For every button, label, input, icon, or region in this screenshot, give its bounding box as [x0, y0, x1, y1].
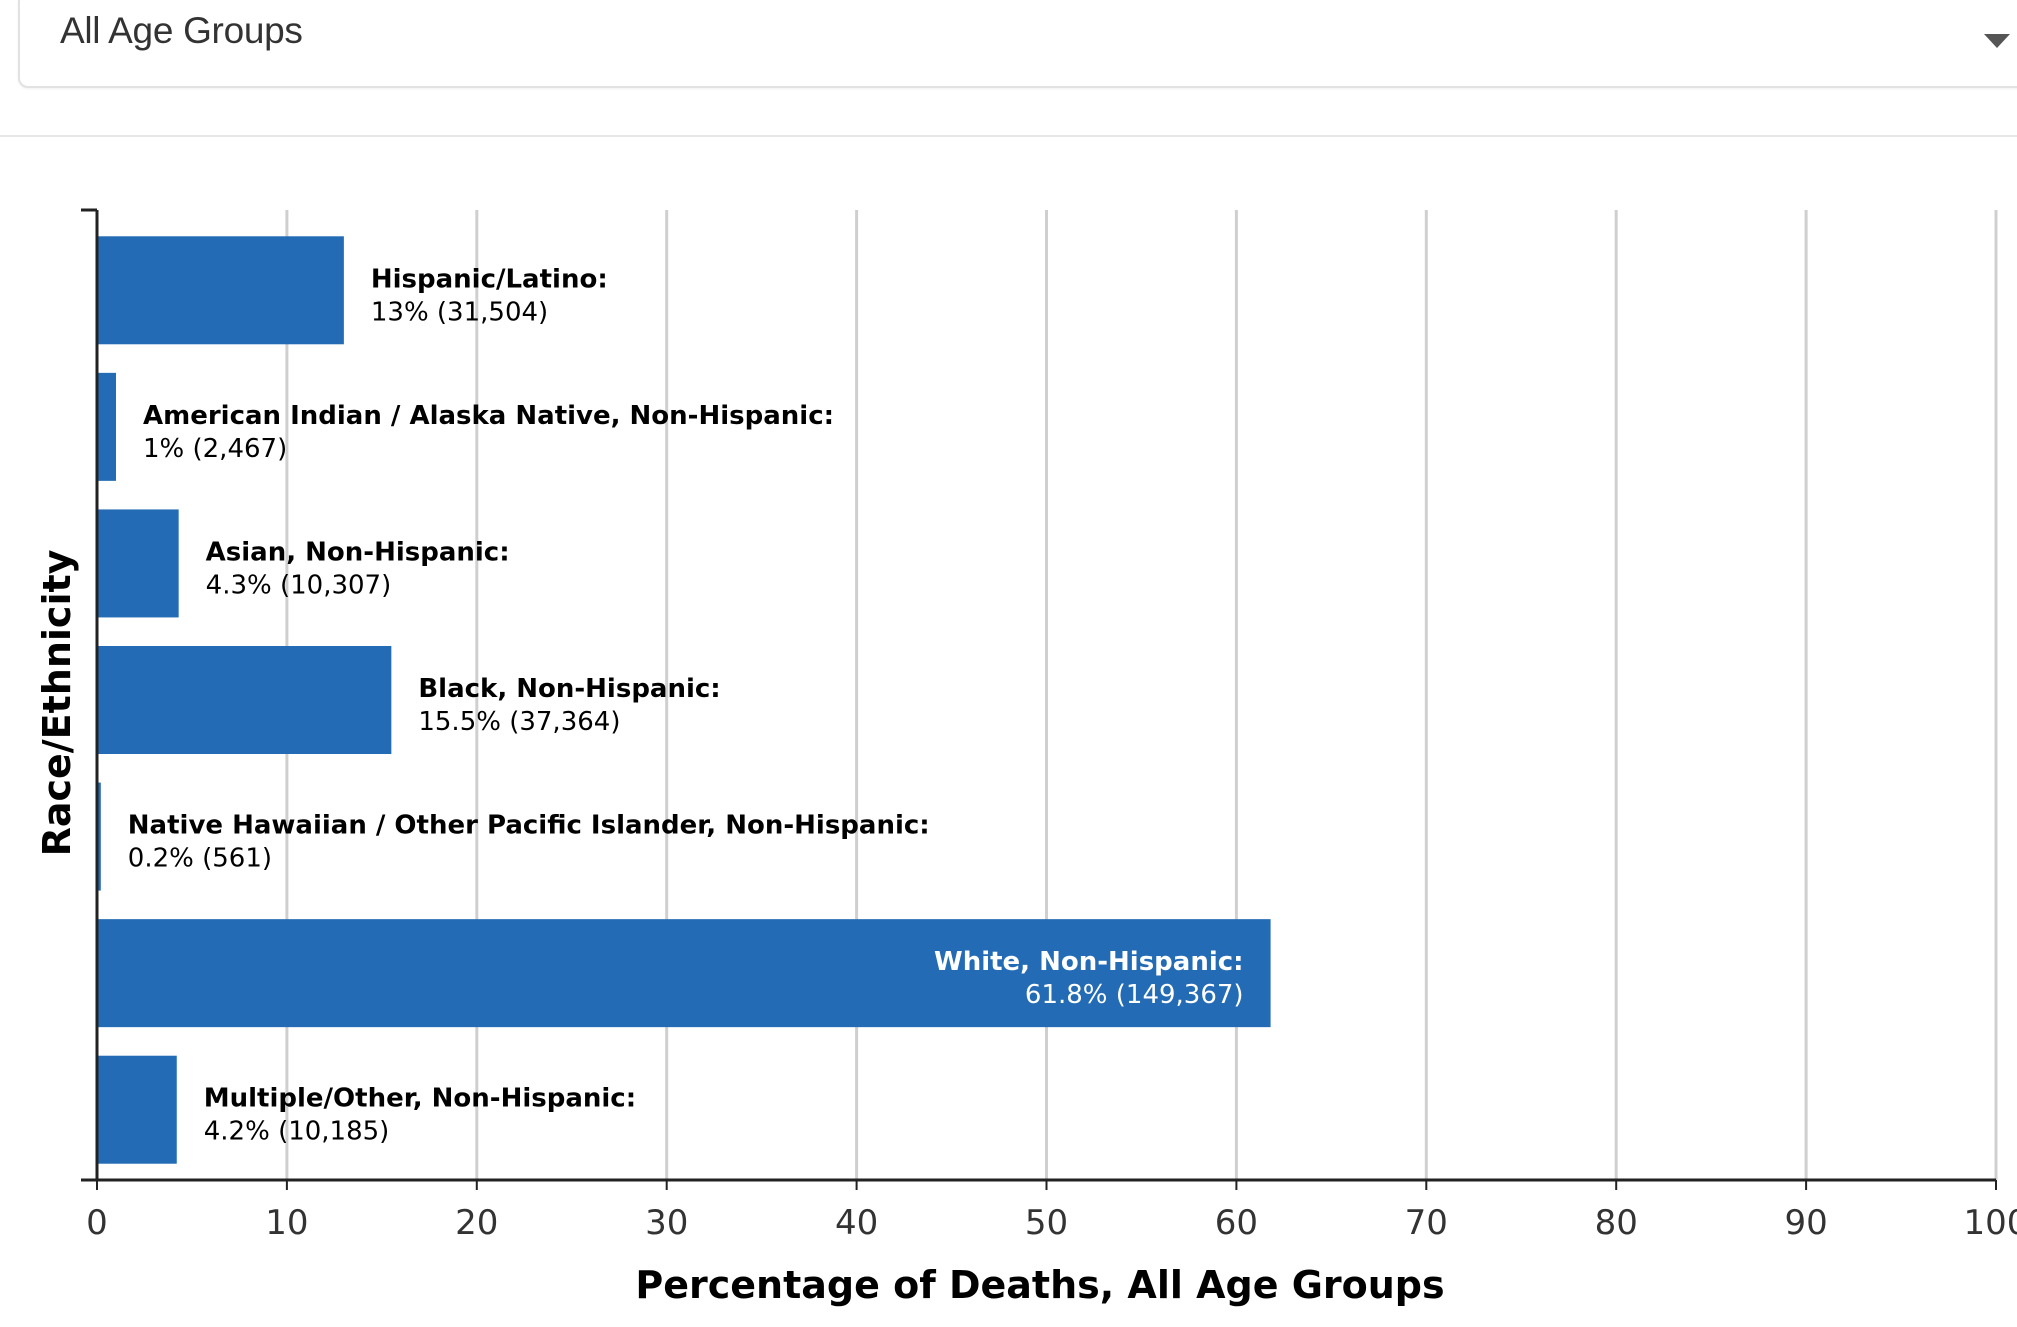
x-tick-label: 40 [835, 1203, 878, 1243]
bar-category-label: White, Non-Hispanic: [934, 947, 1244, 977]
bar[interactable] [97, 646, 392, 754]
bar[interactable] [97, 236, 344, 345]
x-tick-label: 0 [86, 1203, 108, 1243]
x-tick-label: 60 [1215, 1203, 1258, 1243]
bar[interactable] [97, 1055, 177, 1164]
chevron-down-icon[interactable] [1984, 34, 2010, 48]
x-axis-label: Percentage of Deaths, All Age Groups [635, 1263, 1444, 1307]
bar-value-label: 4.3% (10,307) [206, 570, 392, 600]
axes: 0 10 20 30 40 50 60 70 80 90 100 [81, 208, 2017, 1243]
x-tick-label: 70 [1405, 1203, 1448, 1243]
bar-category-label: Asian, Non-Hispanic: [206, 537, 510, 567]
bar-value-label: 1% (2,467) [143, 434, 287, 464]
bar-category-label: Multiple/Other, Non-Hispanic: [204, 1084, 636, 1114]
bar[interactable] [97, 919, 1271, 1028]
y-axis-label: Race/Ethnicity [35, 549, 79, 856]
age-group-select[interactable]: All Age Groups [18, 0, 2017, 88]
bar-value-label: 13% (31,504) [371, 297, 548, 327]
x-tick-label: 100 [1964, 1203, 2017, 1243]
bar-category-label: American Indian / Alaska Native, Non-His… [143, 401, 834, 431]
x-tick-label: 80 [1595, 1203, 1638, 1243]
data-labels: Hispanic/Latino:13% (31,504) American Ind… [128, 264, 1244, 1146]
bar[interactable] [97, 782, 101, 891]
bar[interactable] [97, 509, 179, 618]
bar-value-label: 15.5% (37,364) [418, 707, 620, 737]
bar[interactable] [97, 372, 116, 481]
bar-value-label: 4.2% (10,185) [204, 1117, 390, 1147]
x-tick-label: 90 [1784, 1203, 1827, 1243]
age-group-select-value: All Age Groups [60, 10, 303, 51]
x-tick-label: 30 [645, 1203, 688, 1243]
x-tick-label: 20 [455, 1203, 498, 1243]
x-tick-label: 10 [265, 1203, 308, 1243]
bar-category-label: Native Hawaiian / Other Pacific Islander… [128, 811, 930, 841]
bar-category-label: Hispanic/Latino: [371, 264, 608, 294]
bar-value-label: 61.8% (149,367) [1025, 980, 1244, 1010]
bars [97, 236, 1271, 1164]
divider [0, 135, 2017, 137]
x-tick-label: 50 [1025, 1203, 1068, 1243]
bar-value-label: 0.2% (561) [128, 844, 272, 874]
bar-category-label: Black, Non-Hispanic: [418, 674, 720, 704]
